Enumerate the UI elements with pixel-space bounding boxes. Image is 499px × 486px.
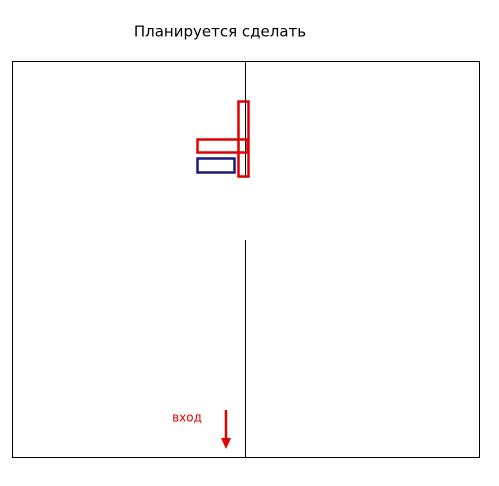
title: Планируется сделать [134, 23, 306, 41]
entrance-arrow-head [221, 438, 231, 449]
entrance-label: вход [172, 411, 202, 425]
planned-horizontal-block [196, 138, 249, 154]
existing-block [196, 157, 236, 174]
